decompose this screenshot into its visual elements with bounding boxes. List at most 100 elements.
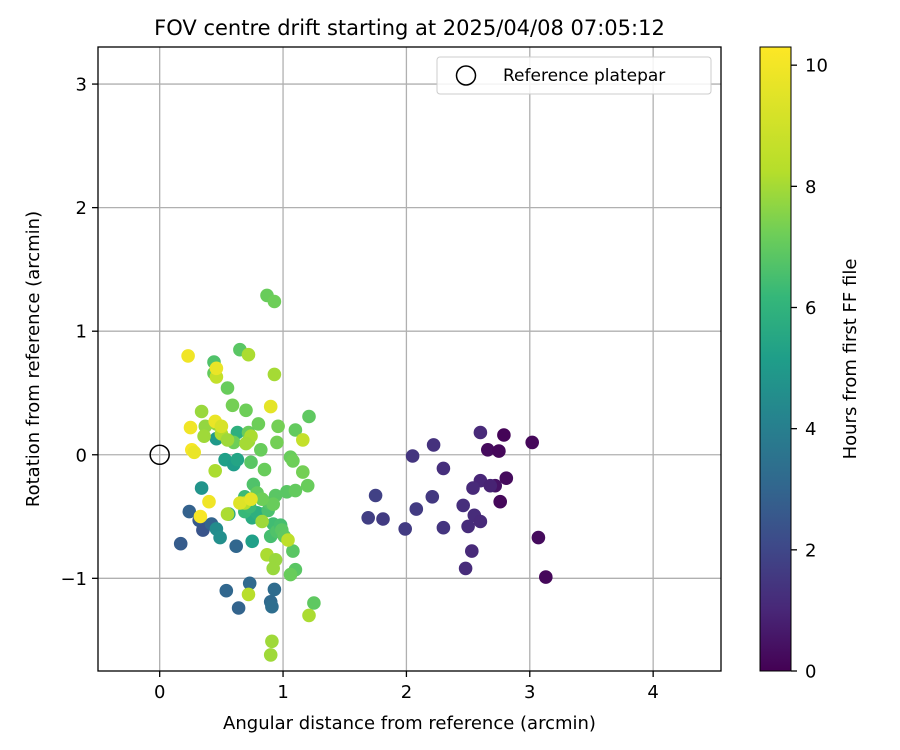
data-point (219, 583, 234, 598)
data-point (225, 398, 240, 413)
colorbar-tick-label: 4 (805, 419, 816, 440)
data-point (229, 539, 243, 553)
data-point (182, 504, 197, 519)
data-point (473, 514, 488, 529)
x-tick-label: 1 (277, 682, 288, 703)
data-point (265, 599, 279, 614)
data-point (239, 436, 253, 451)
data-point (436, 461, 451, 476)
x-axis-label: Angular distance from reference (arcmin) (223, 713, 596, 734)
data-point (436, 520, 451, 535)
data-point (361, 511, 376, 525)
y-tick-label: 2 (76, 198, 87, 219)
legend: Reference platepar (436, 56, 712, 95)
colorbar-tick-label: 0 (805, 662, 816, 683)
data-point (242, 576, 257, 591)
data-point (239, 403, 253, 418)
y-tick-label: 3 (76, 75, 87, 96)
data-point (183, 420, 198, 435)
data-point (255, 514, 269, 529)
data-point (288, 483, 303, 498)
data-point (244, 455, 258, 470)
data-point (197, 429, 211, 444)
data-point (253, 443, 268, 457)
y-tick-label: 1 (76, 322, 87, 343)
data-point (194, 404, 209, 419)
data-point (202, 494, 216, 509)
data-point (270, 435, 284, 450)
data-point (425, 490, 440, 504)
data-point (213, 530, 227, 545)
x-axis-ticks: 0 1 2 3 4 (154, 671, 659, 703)
data-point (465, 544, 479, 558)
data-point (251, 417, 266, 431)
data-point (214, 419, 229, 434)
data-point (220, 433, 235, 447)
data-point (220, 381, 235, 395)
data-point (409, 502, 424, 516)
data-point (263, 648, 278, 662)
data-point (492, 444, 506, 458)
data-point (233, 496, 247, 510)
data-point (525, 435, 539, 450)
data-point (539, 570, 553, 584)
data-point (481, 443, 495, 457)
data-point (493, 494, 508, 509)
data-point (231, 601, 246, 615)
data-point (181, 349, 195, 363)
data-point (368, 488, 383, 503)
data-point (302, 608, 316, 623)
data-point (456, 498, 471, 513)
data-point (173, 536, 188, 551)
data-point (263, 399, 278, 414)
data-point (473, 425, 488, 440)
data-point (267, 294, 282, 309)
x-tick-label: 0 (154, 682, 165, 703)
data-point (187, 445, 201, 460)
data-point (283, 567, 298, 582)
data-point (458, 561, 473, 576)
data-point (483, 478, 498, 493)
data-point (281, 533, 295, 547)
data-point (267, 367, 282, 382)
data-point (286, 454, 300, 468)
y-tick-label: −1 (60, 569, 87, 590)
data-point (271, 419, 285, 434)
data-point (266, 561, 281, 576)
x-tick-label: 2 (401, 682, 412, 703)
data-point (193, 509, 208, 524)
data-point (405, 449, 420, 463)
data-point (220, 507, 235, 521)
data-point (376, 512, 390, 526)
colorbar-tick-label: 6 (805, 298, 816, 319)
data-point (265, 634, 279, 649)
data-points (173, 288, 553, 662)
y-axis-ticks: −1 0 1 2 3 (60, 75, 98, 590)
data-point (230, 452, 245, 467)
colorbar-gradient (759, 46, 792, 672)
data-point (300, 478, 315, 493)
colorbar-tick-label: 8 (805, 177, 816, 198)
x-tick-label: 4 (647, 682, 658, 703)
data-point (245, 534, 259, 549)
chart-title: FOV centre drift starting at 2025/04/08 … (154, 16, 665, 40)
data-point (531, 530, 546, 545)
data-point (255, 492, 269, 507)
colorbar-tick-label: 10 (805, 56, 828, 77)
legend-marker-reference (455, 65, 477, 86)
data-point (208, 464, 222, 478)
data-point (209, 361, 224, 376)
y-axis-label: Rotation from reference (arcmin) (23, 211, 44, 507)
legend-label-reference: Reference platepar (503, 66, 665, 86)
data-point (194, 481, 209, 495)
legend-box (436, 56, 712, 95)
data-point (296, 465, 310, 479)
data-point (497, 428, 511, 442)
colorbar-ticks: 0 2 4 6 8 10 (791, 56, 828, 683)
data-point (302, 409, 316, 424)
data-point (266, 497, 281, 512)
colorbar-tick-label: 2 (805, 540, 816, 561)
data-point (257, 462, 272, 477)
